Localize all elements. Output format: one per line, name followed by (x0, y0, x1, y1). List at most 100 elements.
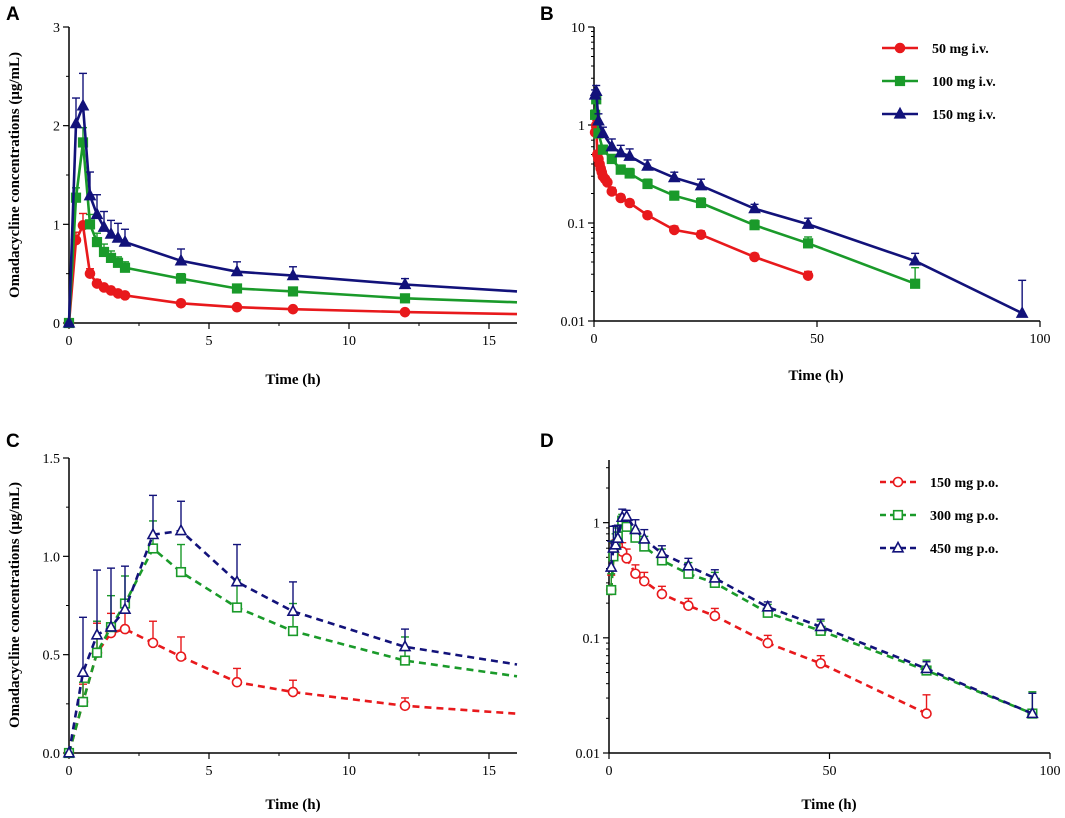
y-tick-label: 0.0 (43, 747, 61, 762)
data-point (814, 619, 828, 632)
data-point (682, 558, 695, 571)
data-point (921, 708, 932, 719)
data-point (97, 220, 111, 232)
data-point (708, 570, 722, 583)
data-point (606, 186, 618, 197)
data-point (90, 627, 104, 640)
data-point (147, 637, 159, 649)
data-point (69, 116, 83, 129)
data-point (629, 522, 642, 535)
data-point (893, 106, 907, 119)
data-point (606, 153, 617, 165)
data-point (606, 584, 617, 596)
y-tick-label: 1 (578, 119, 585, 134)
y-tick-label: 1.0 (43, 550, 61, 565)
x-tick-label: 50 (823, 764, 837, 779)
data-point (615, 164, 626, 175)
data-point (908, 253, 922, 266)
x-axis-title: Time (h) (265, 797, 320, 813)
data-point (615, 192, 627, 204)
data-point (621, 521, 632, 532)
data-point (802, 270, 814, 281)
data-point (90, 207, 104, 220)
data-point (623, 149, 637, 161)
legend-label: 150 mg i.v. (932, 108, 996, 123)
series-50-mg-i-v- (589, 119, 814, 281)
data-point (894, 75, 906, 87)
legend-label: 100 mg i.v. (932, 75, 996, 90)
y-tick-label: 0.01 (561, 315, 586, 330)
y-axis-title: Omadacycline concentrations (μg/mL) (7, 482, 23, 728)
data-point (624, 168, 635, 179)
series-100-mg-i-v- (63, 126, 518, 329)
data-point (709, 610, 721, 622)
data-point (118, 602, 132, 615)
x-tick-label: 0 (606, 764, 613, 779)
series-50-mg-i-v- (63, 212, 518, 329)
data-point (399, 293, 411, 304)
data-point (398, 639, 412, 652)
legend-item: 100 mg i.v. (882, 75, 996, 90)
y-axis-title: Omadacycline concentrations (μg/mL) (7, 52, 23, 298)
legend-item: 150 mg p.o. (880, 476, 998, 491)
legend-item: 150 mg i.v. (882, 106, 996, 123)
y-tick-label: 1 (593, 517, 600, 532)
x-tick-label: 0 (66, 334, 73, 349)
data-point (230, 264, 244, 277)
legend-label: 300 mg p.o. (930, 509, 998, 524)
panel-letter: A (6, 4, 20, 25)
data-point (287, 686, 299, 698)
data-point (642, 209, 653, 221)
data-point (655, 546, 669, 559)
data-point (119, 290, 131, 301)
data-point (748, 201, 761, 214)
data-point (892, 509, 904, 521)
x-axis-title: Time (h) (788, 368, 843, 384)
data-point (683, 568, 694, 579)
x-tick-label: 15 (482, 334, 496, 349)
data-point (920, 661, 933, 674)
data-point (399, 655, 411, 666)
plot-area: 0 50 100 0.01 0.1 1 (576, 460, 1061, 779)
data-point (891, 540, 905, 553)
data-point (175, 566, 187, 578)
series-450-mg-p-o- (604, 508, 1039, 719)
data-point (174, 523, 188, 536)
data-point (667, 170, 681, 183)
data-point (147, 543, 159, 554)
legend-item: 450 mg p.o. (880, 540, 998, 557)
data-point (815, 658, 826, 669)
data-point (62, 745, 76, 758)
data-point (119, 623, 131, 635)
panel-b: B Time (h) 0 50 100 0.01 0.1 1 10 50 mg i.v. 10… (540, 4, 1051, 384)
y-tick-label: 10 (571, 21, 585, 36)
data-point (597, 144, 609, 155)
data-point (398, 277, 412, 290)
data-point (76, 665, 90, 677)
data-point (892, 476, 904, 488)
data-point (111, 230, 125, 243)
data-point (621, 553, 632, 564)
legend-label: 50 mg i.v. (932, 42, 989, 57)
data-point (83, 188, 97, 201)
x-axis-title: Time (h) (265, 372, 320, 388)
data-point (605, 139, 619, 152)
plot-area: 0 5 10 15 0.0 0.5 1.0 1.5 (43, 452, 518, 779)
data-point (84, 219, 96, 230)
data-point (656, 588, 668, 600)
data-point (695, 197, 707, 209)
data-point (668, 224, 680, 236)
y-tick-label: 0.1 (568, 217, 586, 232)
data-point (174, 253, 188, 266)
data-point (231, 676, 243, 688)
data-point (641, 158, 654, 171)
series-300-mg-p-o- (63, 520, 518, 759)
data-point (230, 574, 244, 587)
data-point (399, 700, 411, 712)
plot-area: 0 50 100 0.01 0.1 1 10 (561, 21, 1051, 347)
data-point (602, 177, 613, 188)
data-point (104, 227, 118, 239)
legend: 50 mg i.v. 100 mg i.v. 150 mg i.v. (882, 42, 996, 123)
data-point (62, 315, 76, 328)
